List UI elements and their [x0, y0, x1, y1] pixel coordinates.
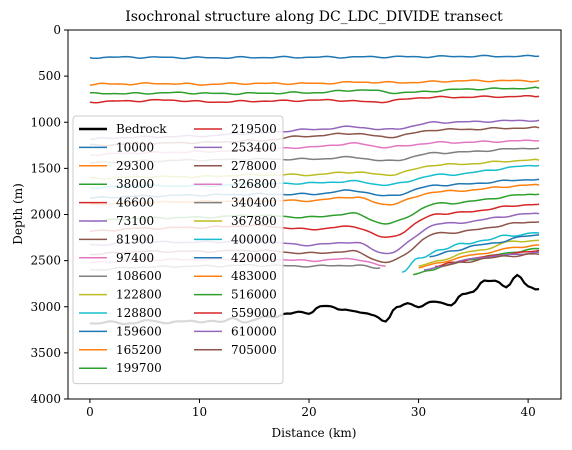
- y-tick-label: 0: [53, 23, 61, 37]
- series-line-420000: [429, 234, 540, 258]
- y-tick-label: 2000: [30, 208, 61, 222]
- series-line-483000: [418, 244, 540, 269]
- legend-label: 420000: [231, 251, 277, 265]
- legend-label: 278000: [231, 159, 277, 173]
- legend-label: 122800: [116, 288, 162, 302]
- y-tick-label: 4000: [30, 392, 61, 406]
- y-tick-label: 500: [38, 69, 61, 83]
- legend-label: 38000: [116, 177, 154, 191]
- legend-label: 705000: [231, 343, 277, 357]
- legend-label: 400000: [231, 232, 277, 246]
- legend-label: Bedrock: [116, 122, 167, 136]
- y-axis: 0 500 1000 1500 2000 2500 3000 3500 4000: [30, 23, 68, 406]
- legend-label: 559000: [231, 306, 277, 320]
- legend-label: 97400: [116, 251, 154, 265]
- series-line-10000: [89, 54, 540, 60]
- series-line-46600: [89, 94, 540, 104]
- x-tick-label: 20: [301, 405, 316, 419]
- series-line-559000: [434, 249, 540, 268]
- legend-label: 516000: [231, 288, 277, 302]
- chart-title: Isochronal structure along DC_LDC_DIVIDE…: [125, 9, 503, 25]
- legend-label: 219500: [231, 122, 277, 136]
- legend-label: 128800: [116, 306, 162, 320]
- y-tick-label: 3500: [30, 346, 61, 360]
- x-tick-label: 30: [411, 405, 426, 419]
- series-line-29300: [89, 79, 540, 86]
- legend-label: 10000: [116, 140, 154, 154]
- y-axis-label: Depth (m): [11, 183, 25, 245]
- legend-label: 253400: [231, 140, 277, 154]
- x-axis: 0 10 20 30 40: [86, 399, 536, 419]
- series-line-38000: [89, 86, 540, 96]
- legend-label: 326800: [231, 177, 277, 191]
- series-line-705000: [440, 252, 540, 267]
- legend-label: 340400: [231, 196, 277, 210]
- legend-label: 108600: [116, 269, 162, 283]
- legend-label: 367800: [231, 214, 277, 228]
- x-tick-label: 0: [86, 405, 94, 419]
- x-tick-label: 10: [192, 405, 207, 419]
- series-line-367800: [418, 239, 540, 267]
- y-tick-label: 3000: [30, 300, 61, 314]
- legend-label: 199700: [116, 361, 162, 375]
- series-line-400000: [401, 232, 540, 273]
- legend-label: 73100: [116, 214, 154, 228]
- y-tick-label: 2500: [30, 254, 61, 268]
- legend-label: 46600: [116, 196, 154, 210]
- legend-label: 81900: [116, 232, 154, 246]
- legend-box: [72, 115, 284, 385]
- legend-label: 159600: [116, 324, 162, 338]
- x-tick-label: 40: [520, 405, 535, 419]
- legend-label: 165200: [116, 343, 162, 357]
- x-axis-label: Distance (km): [272, 426, 357, 440]
- legend-label: 483000: [231, 269, 277, 283]
- legend-label: 610000: [231, 324, 277, 338]
- y-tick-label: 1000: [30, 115, 61, 129]
- legend-label: 29300: [116, 159, 154, 173]
- y-tick-label: 1500: [30, 161, 61, 175]
- legend: Bedrock 10000 29300 38000 46600 73100 81900 974…: [72, 115, 284, 385]
